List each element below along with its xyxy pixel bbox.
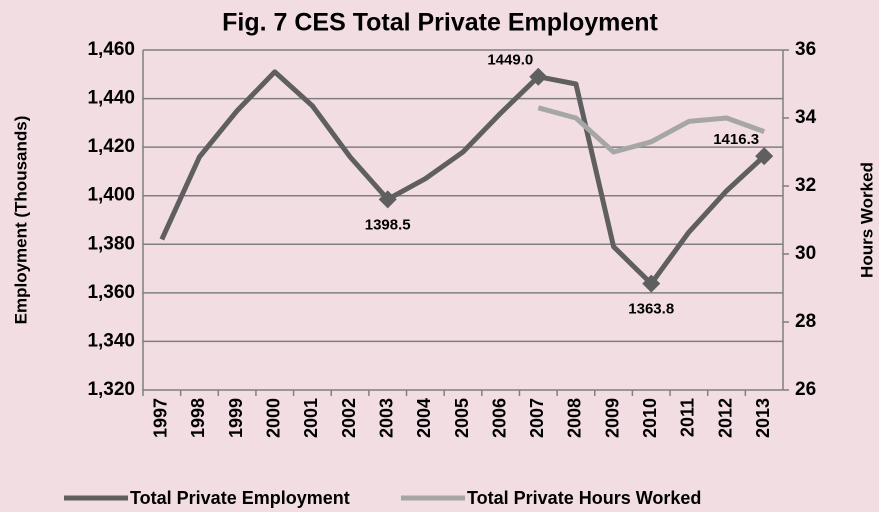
data-label: 1449.0 — [487, 52, 533, 69]
x-tick-label: 2011 — [678, 398, 698, 437]
x-tick-label: 2000 — [264, 398, 284, 438]
legend-label: Total Private Employment — [130, 488, 350, 508]
x-tick-label: 2009 — [602, 398, 622, 438]
x-tick-label: 2013 — [753, 398, 773, 438]
series-line — [159, 69, 766, 287]
y2-tick-label: 36 — [795, 39, 816, 60]
data-label: 1363.8 — [628, 301, 674, 318]
y-tick-label: 1,460 — [87, 39, 135, 60]
x-tick-label: 1998 — [188, 398, 208, 438]
marker — [755, 147, 774, 166]
y-tick-label: 1,420 — [87, 136, 135, 157]
y-axis-label: Employment (Thousands) — [11, 116, 30, 325]
y-tick-label: 1,320 — [87, 379, 135, 400]
x-tick-label: 2012 — [715, 398, 735, 438]
y2-tick-label: 30 — [795, 243, 816, 264]
y-tick-label: 1,340 — [87, 330, 135, 351]
y2-axis-label: Hours Worked — [857, 162, 876, 278]
marker — [378, 190, 397, 209]
data-label: 1416.3 — [713, 131, 759, 148]
series-line — [537, 105, 766, 155]
x-tick-label: 2004 — [414, 398, 434, 438]
y2-tick-label: 28 — [795, 311, 816, 332]
marker — [642, 274, 661, 293]
y-tick-label: 1,360 — [87, 282, 135, 303]
x-tick-label: 2003 — [376, 398, 396, 438]
x-tick-label: 2010 — [640, 398, 660, 438]
y2-tick-label: 26 — [795, 379, 816, 400]
x-tick-label: 2007 — [527, 398, 547, 438]
x-tick-label: 2002 — [339, 398, 359, 438]
x-tick-label: 1999 — [226, 398, 246, 438]
x-tick-label: 2005 — [452, 398, 472, 438]
legend-label: Total Private Hours Worked — [467, 488, 701, 508]
x-tick-label: 1997 — [151, 398, 171, 438]
y-tick-label: 1,380 — [87, 233, 135, 254]
x-tick-label: 2001 — [301, 398, 321, 438]
marker — [529, 67, 548, 86]
x-tick-label: 2006 — [489, 398, 509, 438]
y-tick-label: 1,400 — [87, 185, 135, 206]
y-tick-label: 1,440 — [87, 88, 135, 109]
y2-tick-label: 34 — [795, 107, 817, 128]
data-label: 1398.5 — [365, 216, 411, 233]
y2-tick-label: 32 — [795, 175, 816, 196]
x-tick-label: 2008 — [565, 398, 585, 438]
chart-title: Fig. 7 CES Total Private Employment — [222, 9, 658, 37]
